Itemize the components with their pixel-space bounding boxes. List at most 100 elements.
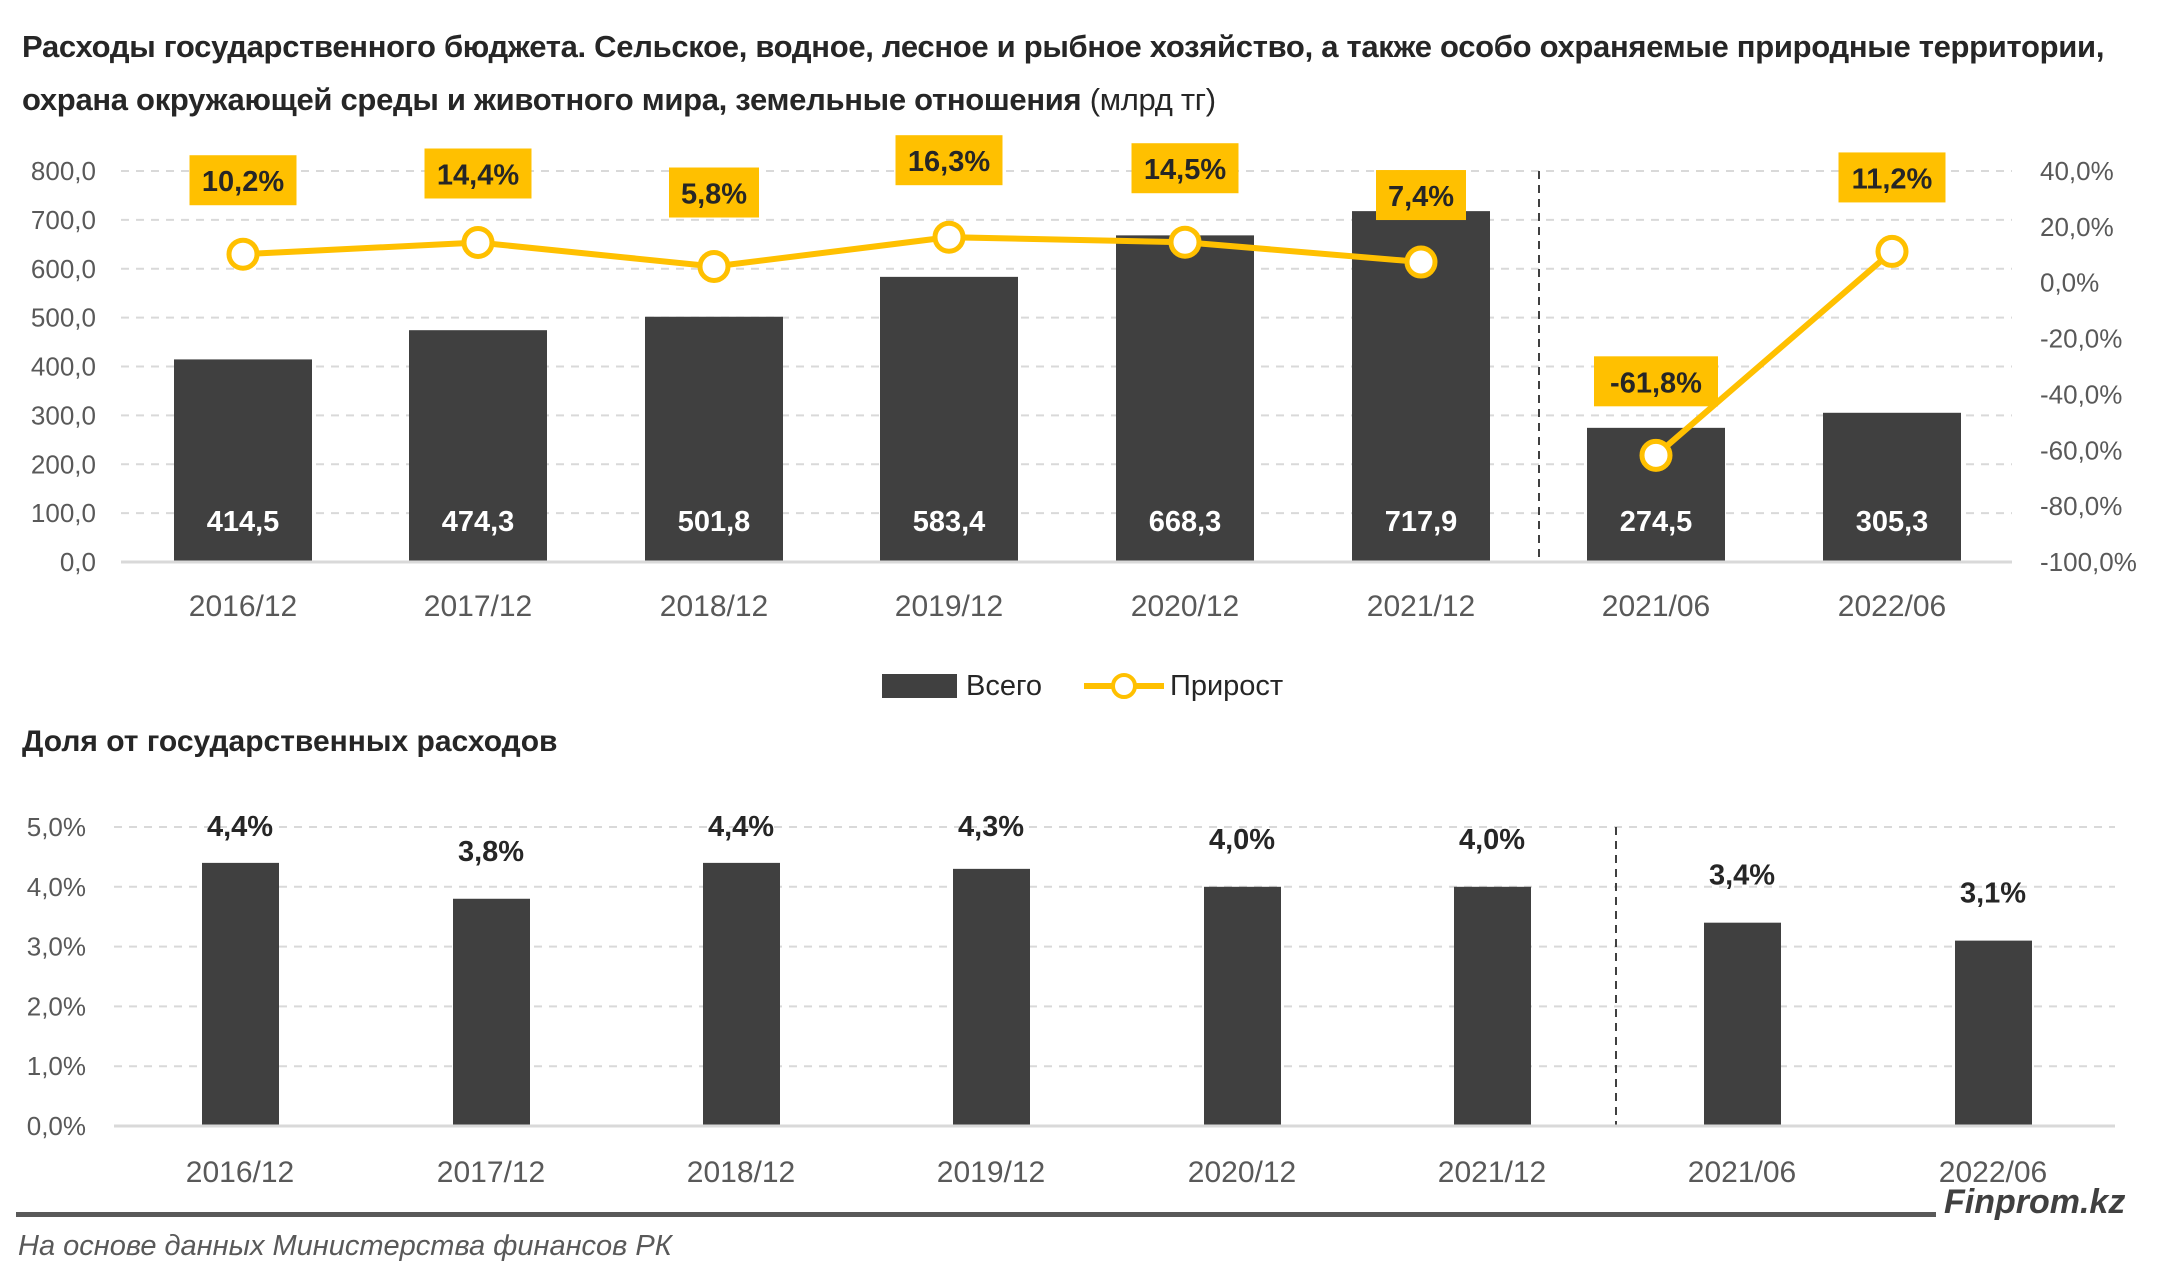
growth-marker [226, 237, 260, 271]
growth-label-box [895, 135, 1003, 186]
growth-marker [697, 250, 731, 284]
growth-label-box [1594, 356, 1718, 407]
x-category-label: 2019/12 [937, 1156, 1045, 1189]
bar-total [174, 359, 312, 562]
bar-value-label: 668,3 [1149, 506, 1222, 538]
share-value-label: 4,4% [708, 811, 774, 843]
x-category-label: 2022/06 [1838, 590, 1946, 623]
x-category-label: 2017/12 [424, 590, 532, 623]
y-tick-label: 500,0 [31, 303, 96, 333]
y-tick-label: 300,0 [31, 400, 96, 430]
y2-tick-label: -60,0% [2040, 435, 2122, 465]
x-category-label: 2016/12 [186, 1156, 294, 1189]
x-category-label: 2016/12 [189, 590, 297, 623]
bar-share [453, 898, 530, 1126]
y-tick-label: 1,0% [27, 1051, 86, 1081]
brand-logo: Finprom.kz [1944, 1183, 2126, 1221]
legend-label-total: Всего [966, 670, 1042, 702]
growth-label-box [1131, 143, 1239, 194]
growth-label-box [424, 148, 532, 199]
growth-line [242, 234, 1422, 270]
growth-marker [1404, 245, 1438, 279]
bar-value-label: 414,5 [207, 506, 280, 538]
source-note: На основе данных Министерства финансов Р… [18, 1230, 672, 1262]
bar-share [1204, 886, 1281, 1126]
bar-total [645, 316, 783, 562]
y-tick-label: 700,0 [31, 205, 96, 235]
growth-label-box [1376, 170, 1466, 221]
growth-marker [461, 225, 495, 259]
y-tick-label: 5,0% [27, 812, 86, 842]
legend-label-growth: Прирост [1170, 670, 1283, 702]
bar-total [1823, 412, 1961, 562]
growth-marker [1639, 438, 1673, 472]
growth-label: 5,8% [681, 179, 747, 211]
y-tick-label: 100,0 [31, 498, 96, 528]
footer-divider [16, 1212, 1936, 1217]
y-tick-label: 200,0 [31, 449, 96, 479]
bar-share [1955, 940, 2032, 1126]
growth-label-box [1838, 152, 1946, 203]
title-unit: (млрд тг) [1089, 82, 1216, 117]
bar-share [202, 862, 279, 1126]
bar-share [1454, 886, 1531, 1126]
y2-tick-label: -100,0% [2040, 547, 2137, 577]
share-chart-title: Доля от государственных расходов [22, 725, 558, 758]
growth-label: 14,4% [437, 159, 519, 191]
y2-tick-label: -40,0% [2040, 379, 2122, 409]
x-category-label: 2021/06 [1688, 1156, 1796, 1189]
growth-label-box [189, 155, 297, 206]
share-value-label: 3,8% [458, 836, 524, 868]
y-tick-label: 600,0 [31, 254, 96, 284]
y2-tick-label: 0,0% [2040, 268, 2099, 298]
legend-marker-growth [1111, 673, 1137, 699]
growth-marker [1168, 225, 1202, 259]
x-category-label: 2020/12 [1188, 1156, 1296, 1189]
x-category-label: 2021/06 [1602, 590, 1710, 623]
share-value-label: 4,0% [1459, 824, 1525, 856]
y2-tick-label: 20,0% [2040, 212, 2114, 242]
y2-tick-label: -20,0% [2040, 324, 2122, 354]
y-tick-label: 0,0 [60, 547, 96, 577]
y-tick-label: 3,0% [27, 932, 86, 962]
bar-share [703, 862, 780, 1126]
growth-label: 10,2% [202, 166, 284, 198]
growth-label: -61,8% [1610, 367, 1702, 399]
chart-title: Расходы государственного бюджета. Сельск… [22, 20, 2152, 126]
growth-label-box [669, 167, 759, 218]
bar-total [409, 330, 547, 562]
bar-value-label: 583,4 [913, 506, 986, 538]
x-category-label: 2019/12 [895, 590, 1003, 623]
growth-marker [932, 220, 966, 254]
y-tick-label: 800,0 [31, 156, 96, 186]
share-value-label: 4,0% [1209, 824, 1275, 856]
y-tick-label: 4,0% [27, 872, 86, 902]
x-category-label: 2021/12 [1438, 1156, 1546, 1189]
growth-label: 14,5% [1144, 154, 1226, 186]
y-tick-label: 400,0 [31, 352, 96, 382]
bar-share [953, 868, 1030, 1126]
y-tick-label: 2,0% [27, 991, 86, 1021]
growth-marker [1875, 234, 1909, 268]
growth-label: 7,4% [1388, 181, 1454, 213]
bar-total [1116, 235, 1254, 562]
growth-label: 16,3% [908, 146, 990, 178]
bar-share [1704, 922, 1781, 1126]
y-tick-label: 0,0% [27, 1111, 86, 1141]
x-category-label: 2021/12 [1367, 590, 1475, 623]
share-value-label: 3,4% [1709, 860, 1775, 892]
share-value-label: 4,4% [207, 811, 273, 843]
x-category-label: 2018/12 [660, 590, 768, 623]
x-category-label: 2018/12 [687, 1156, 795, 1189]
bar-value-label: 274,5 [1620, 506, 1693, 538]
x-category-label: 2017/12 [437, 1156, 545, 1189]
bar-value-label: 305,3 [1856, 506, 1929, 538]
growth-label: 11,2% [1852, 163, 1933, 195]
growth-line [1654, 249, 1894, 458]
title-text: Расходы государственного бюджета. Сельск… [22, 29, 2105, 117]
y2-tick-label: -80,0% [2040, 491, 2122, 521]
x-category-label: 2022/06 [1939, 1156, 2047, 1189]
bar-value-label: 501,8 [678, 506, 751, 538]
share-value-label: 3,1% [1960, 878, 2026, 910]
